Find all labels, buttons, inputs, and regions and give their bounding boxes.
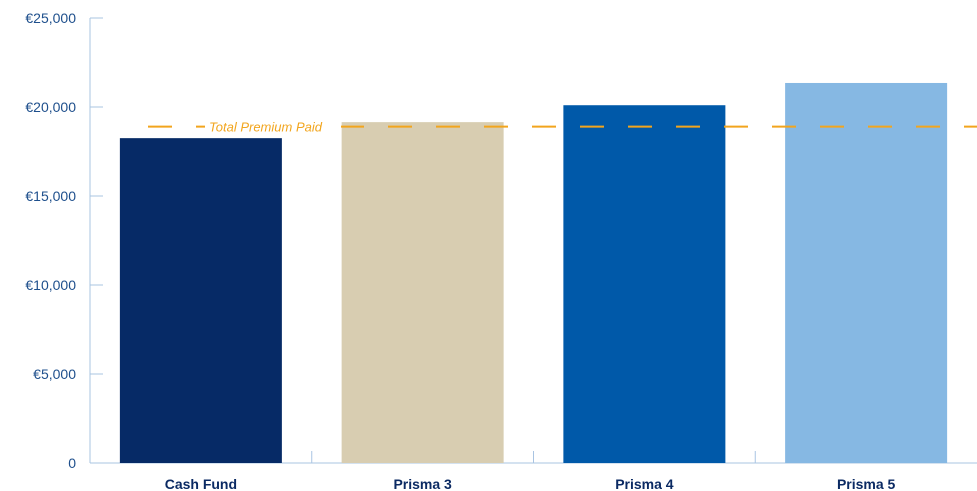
x-axis: Cash Fund Prisma 3 Prisma 4 Prisma 5 (90, 451, 977, 491)
y-axis: 0 €5,000 €10,000 €15,000 €20,000 €25,000 (25, 10, 103, 471)
bars (119, 82, 948, 463)
y-tick-label: €15,000 (25, 188, 76, 204)
x-tick-label: Prisma 4 (615, 476, 674, 491)
bar-prisma-3 (341, 122, 504, 463)
y-tick-label: €10,000 (25, 277, 76, 293)
bar-prisma-4 (563, 105, 726, 463)
y-tick-label: €20,000 (25, 99, 76, 115)
y-tick-label: €25,000 (25, 10, 76, 26)
bar-cash-fund (119, 138, 282, 463)
reference-line-label: Total Premium Paid (209, 120, 323, 135)
y-tick-label: 0 (68, 455, 76, 471)
y-tick-label: €5,000 (33, 366, 76, 382)
x-tick-label: Prisma 3 (393, 476, 452, 491)
reference-line-group: Total Premium Paid (148, 117, 977, 136)
x-tick-label: Cash Fund (165, 476, 237, 491)
bar-prisma-5 (785, 82, 948, 463)
x-tick-label: Prisma 5 (837, 476, 896, 491)
reference-label-bg (205, 117, 341, 136)
